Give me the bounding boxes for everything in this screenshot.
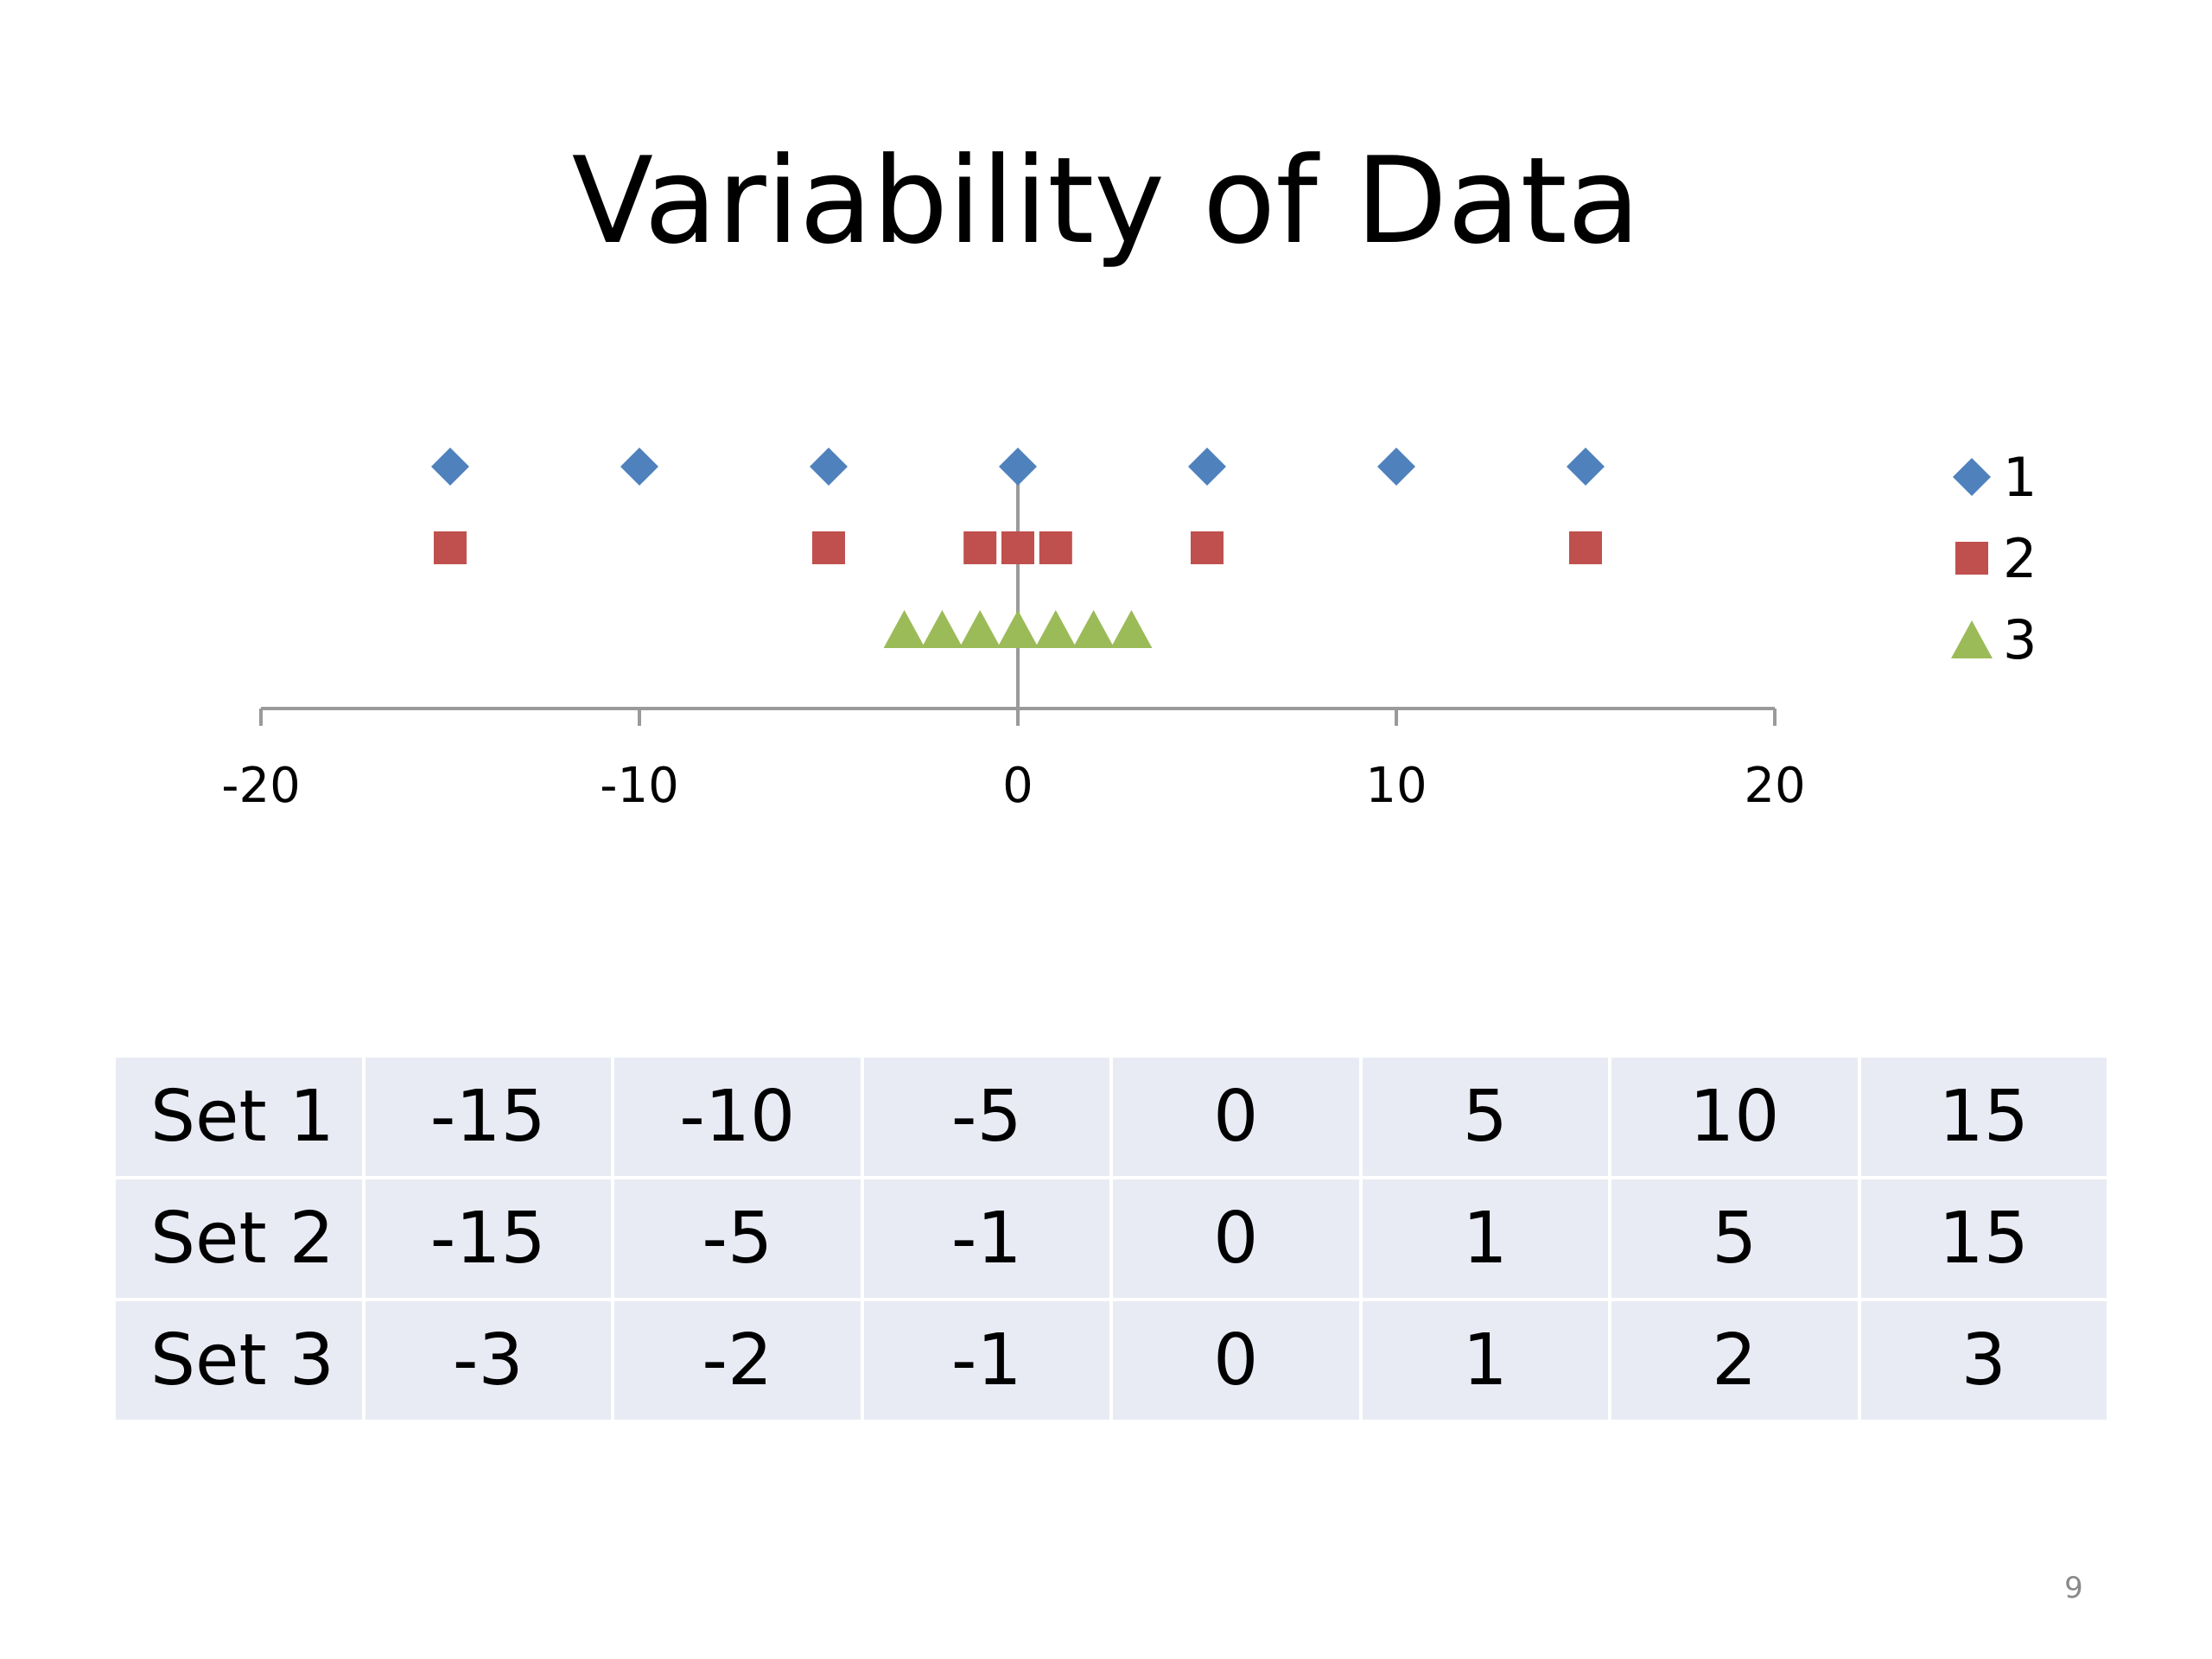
table-cell: 0 (1109, 1054, 1363, 1179)
table-cell: 10 (1608, 1054, 1861, 1179)
table-cell: 5 (1608, 1176, 1861, 1301)
series-1-point (999, 448, 1037, 486)
series-2-point (1001, 531, 1034, 564)
series-3-point (1072, 610, 1115, 648)
table-cell: 1 (1358, 1176, 1611, 1301)
series-2-point (963, 531, 997, 564)
table-cell: 0 (1109, 1298, 1363, 1423)
series-2-point (1039, 531, 1072, 564)
row-label: Set 2 (112, 1176, 365, 1301)
legend-label-2: 2 (2003, 527, 2037, 590)
x-tick-label: 10 (1365, 758, 1427, 814)
series-1-point (1377, 448, 1415, 486)
series-1-point (431, 448, 469, 486)
table-cell: -3 (361, 1298, 614, 1423)
series-3-point (1110, 610, 1153, 648)
table-cell: -15 (361, 1054, 614, 1179)
x-tick-label: -10 (600, 758, 678, 814)
table-cell: 5 (1358, 1054, 1611, 1179)
table-row-set-3: Set 3 -3 -2 -1 0 1 2 3 (112, 1298, 2110, 1423)
table-cell: 0 (1109, 1176, 1363, 1301)
series-2-point (812, 531, 845, 564)
table-cell: -2 (611, 1298, 864, 1423)
table-cell: -15 (361, 1176, 614, 1301)
table-cell: 3 (1857, 1298, 2110, 1423)
table-cell: -5 (860, 1054, 1113, 1179)
slide-title: Variability of Data (571, 131, 1641, 270)
legend-marker-3 (1951, 620, 1993, 658)
series-1-point (1188, 448, 1226, 486)
table-row-set-1: Set 1 -15 -10 -5 0 5 10 15 (112, 1054, 2110, 1179)
table-cell: -1 (860, 1298, 1113, 1423)
table-cell: -5 (611, 1176, 864, 1301)
table-cell: -10 (611, 1054, 864, 1179)
x-tick-label: 20 (1744, 758, 1805, 814)
table-cell: -1 (860, 1176, 1113, 1301)
table-row-set-2: Set 2 -15 -5 -1 0 1 5 15 (112, 1176, 2110, 1301)
page-number: 9 (2064, 1571, 2083, 1605)
series-1-point (810, 448, 848, 486)
x-tick-label: -20 (221, 758, 300, 814)
data-table: Set 1 -15 -10 -5 0 5 10 15 Set 2 -15 -5 … (112, 1054, 2110, 1423)
series-3-point (959, 610, 1001, 648)
dot-plot-chart: -20 -10 0 10 20 1 2 3 (221, 446, 2037, 814)
table-cell: 2 (1608, 1298, 1861, 1423)
series-2-point (1191, 531, 1224, 564)
series-2-point (434, 531, 467, 564)
table-cell: 1 (1358, 1298, 1611, 1423)
row-label: Set 1 (112, 1054, 365, 1179)
series-3-point (997, 610, 1039, 648)
legend-label-3: 3 (2003, 608, 2037, 671)
legend-marker-1 (1953, 458, 1991, 496)
x-tick-label: 0 (1002, 758, 1033, 814)
series-3-point (883, 610, 925, 648)
series-3-point (1034, 610, 1077, 648)
table-cell: 15 (1857, 1176, 2110, 1301)
legend-marker-2 (1955, 542, 1988, 575)
row-label: Set 3 (112, 1298, 365, 1423)
series-3-point (921, 610, 963, 648)
series-1-point (620, 448, 658, 486)
series-2-point (1569, 531, 1602, 564)
table-cell: 15 (1857, 1054, 2110, 1179)
legend-label-1: 1 (2003, 446, 2037, 509)
series-1-point (1567, 448, 1605, 486)
